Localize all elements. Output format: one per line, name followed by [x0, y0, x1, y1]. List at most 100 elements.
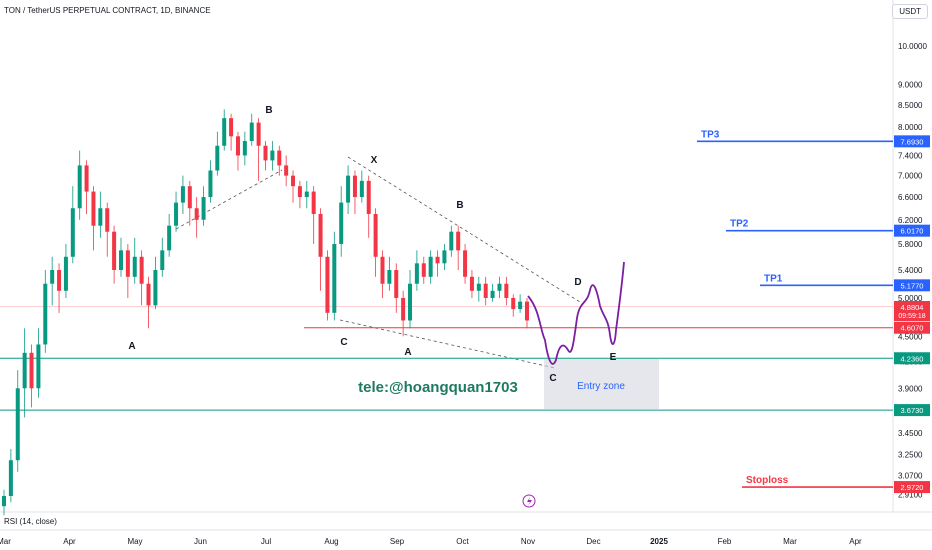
candle[interactable] [346, 165, 351, 214]
candle[interactable] [394, 263, 399, 313]
candle[interactable] [490, 283, 495, 302]
candle[interactable] [70, 186, 75, 264]
candle[interactable] [139, 250, 144, 306]
candle[interactable] [297, 180, 302, 209]
candle[interactable] [208, 160, 213, 203]
candle[interactable] [511, 294, 516, 317]
candle[interactable] [414, 250, 419, 291]
candle[interactable] [366, 175, 371, 238]
candle[interactable] [153, 256, 158, 310]
candle[interactable] [249, 113, 254, 146]
candle[interactable] [91, 186, 96, 251]
candle[interactable] [201, 186, 206, 226]
candle[interactable] [174, 191, 179, 232]
lightning-icon[interactable] [522, 494, 536, 508]
candle[interactable] [476, 276, 481, 302]
candle[interactable] [118, 237, 123, 277]
candle-body [215, 145, 220, 171]
candle[interactable] [352, 170, 357, 214]
candle[interactable] [57, 263, 62, 313]
candle[interactable] [43, 269, 48, 353]
candle[interactable] [463, 244, 468, 284]
candle[interactable] [222, 109, 227, 151]
candle[interactable] [284, 155, 289, 187]
candle[interactable] [215, 131, 220, 176]
candle[interactable] [373, 208, 378, 277]
candle[interactable] [36, 328, 41, 398]
candle[interactable] [449, 225, 454, 257]
candle[interactable] [483, 276, 488, 306]
candle-body [270, 150, 275, 161]
candle[interactable] [29, 344, 34, 408]
candle[interactable] [525, 297, 529, 329]
candle[interactable] [2, 489, 6, 516]
candle-body [132, 256, 137, 277]
candle[interactable] [112, 225, 117, 284]
candle[interactable] [311, 186, 316, 245]
entry-zone[interactable] [544, 359, 659, 409]
candle[interactable] [518, 294, 523, 313]
candle[interactable] [132, 237, 137, 284]
candle[interactable] [332, 231, 337, 321]
candle[interactable] [235, 131, 240, 171]
candle[interactable] [194, 197, 199, 238]
price-line-value: 6.0170 [901, 227, 924, 236]
lower-trendline[interactable] [339, 319, 556, 369]
candle[interactable] [277, 145, 282, 176]
candle[interactable] [270, 141, 275, 171]
candle[interactable] [263, 141, 268, 171]
candle[interactable] [304, 180, 309, 209]
candle[interactable] [408, 269, 413, 329]
projected-wave-path[interactable] [527, 261, 625, 365]
candle[interactable] [339, 186, 344, 257]
candle[interactable] [497, 276, 502, 298]
candle[interactable] [77, 150, 82, 220]
candle[interactable] [160, 237, 165, 277]
candle-body [2, 496, 6, 507]
candle-body [408, 283, 413, 321]
candle[interactable] [98, 191, 103, 238]
candle[interactable] [428, 250, 433, 284]
candle[interactable] [435, 250, 440, 277]
price-line-badge [894, 321, 930, 334]
candle[interactable] [15, 370, 20, 472]
candle[interactable] [401, 290, 406, 337]
currency-button[interactable]: USDT [892, 4, 928, 19]
candle[interactable] [421, 256, 426, 284]
candle[interactable] [456, 225, 461, 270]
candle[interactable] [146, 276, 151, 329]
candle[interactable] [167, 213, 172, 257]
candle-body [332, 244, 337, 313]
x-tick-label: May [127, 537, 142, 546]
candle-body [318, 213, 323, 257]
candle[interactable] [442, 244, 447, 270]
candle[interactable] [229, 113, 234, 151]
candle[interactable] [105, 202, 110, 257]
candle[interactable] [318, 208, 323, 291]
candle-body [222, 118, 227, 146]
candle[interactable] [187, 180, 192, 226]
candle[interactable] [63, 244, 68, 298]
candle[interactable] [180, 175, 185, 214]
price-line-badge [894, 224, 930, 237]
candle[interactable] [291, 170, 296, 203]
candle-body [256, 122, 261, 146]
candle[interactable] [325, 250, 330, 321]
candle[interactable] [504, 276, 509, 306]
candle[interactable] [256, 118, 261, 181]
rising-trendline[interactable] [175, 169, 283, 230]
candle[interactable] [84, 160, 89, 214]
y-tick-label: 10.0000 [898, 42, 927, 51]
candle[interactable] [469, 269, 474, 298]
candle[interactable] [8, 449, 13, 503]
candle[interactable] [359, 170, 364, 203]
candle[interactable] [125, 244, 130, 298]
candle[interactable] [242, 131, 247, 166]
candle[interactable] [22, 328, 27, 418]
candle[interactable] [387, 256, 392, 291]
candle[interactable] [380, 250, 385, 298]
rsi-indicator-label[interactable]: RSI (14, close) [4, 517, 57, 526]
candle[interactable] [50, 256, 55, 306]
y-tick-label: 4.5000 [898, 332, 923, 341]
